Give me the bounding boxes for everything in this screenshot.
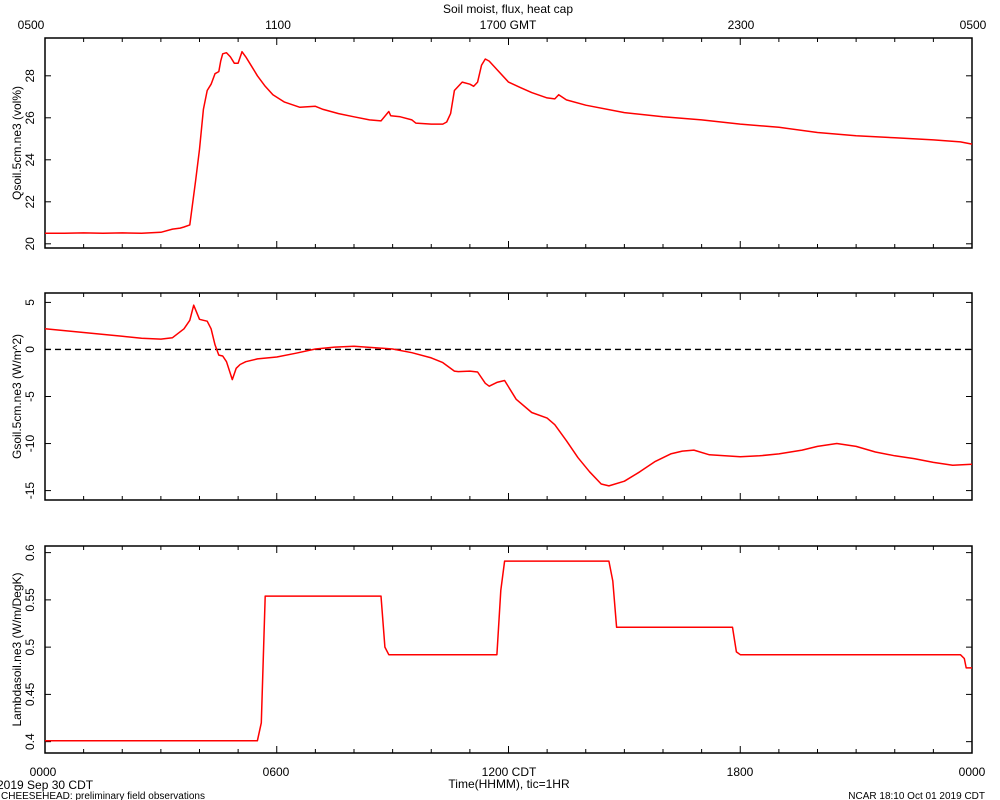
panel-1-y-tick-label: 26 [23,111,37,125]
date-label: 2019 Sep 30 CDT [0,778,94,792]
bottom-tick-label-2: 1200 CDT [482,765,537,779]
panel-2-y-tick-label: 5 [23,299,37,306]
project-label: CHEESEHEAD: preliminary field observatio… [1,791,205,800]
credit-label: NCAR 18:10 Oct 01 2019 CDT [848,791,985,800]
panel-3-y-tick-label: 0.45 [23,682,37,706]
panel-3-y-tick-label: 0.4 [23,733,37,750]
panel-3-y-axis-label: Lambdasoil.ne3 (W/m/DegK) [10,572,24,726]
top-tick-label-2: 1700 GMT [480,18,537,32]
panel-1-y-tick-label: 22 [23,195,37,209]
bottom-tick-label-3: 1800 [727,765,754,779]
panel-3-series-line [45,560,972,742]
bottom-tick-label-0: 0000 [30,765,57,779]
panel-1-series-line [45,50,973,235]
panel-2-frame [44,292,973,501]
panel-1-y-tick-label: 28 [23,69,37,83]
panel-3-y-tick-label: 0.5 [23,638,37,655]
top-tick-label-0: 0500 [18,18,45,32]
panel-2-y-tick-label: -5 [23,391,37,402]
top-tick-label-1: 1100 [265,18,291,32]
panel-2-y-tick-label: -15 [23,482,37,500]
panel-3-frame [44,545,973,754]
bottom-tick-label-4: 0000 [959,765,986,779]
x-axis-label: Time(HHMM), tic=1HR [448,777,570,791]
top-tick-label-3: 2300 [728,18,755,32]
series-layer [44,50,973,742]
panel-2-series-line [44,304,973,487]
axes-layer: 20 22 24 26 28 Qsoil.5cm.ne3 (vol%) 5 0 -5 -10 -15… [10,37,973,754]
bottom-tick-label-1: 0600 [263,765,290,779]
panel-1-frame [44,37,973,249]
chart-title: Soil moist, flux, heat cap [443,2,573,16]
panel-3-y-tick-label: 0.6 [23,544,37,561]
panel-2-y-tick-label: -10 [23,435,37,453]
panel-1-y-tick-label: 24 [23,153,37,167]
top-tick-label-4: 0500 [960,18,987,32]
panel-2-y-axis-label: Gsoil.5cm.ne3 (W/m^2) [10,334,24,459]
panel-1-y-axis-label: Qsoil.5cm.ne3 (vol%) [10,86,24,200]
panel-2-y-tick-label: 0 [23,346,37,353]
panel-3-y-tick-label: 0.55 [23,588,37,612]
panel-1-y-tick-label: 20 [23,237,37,251]
